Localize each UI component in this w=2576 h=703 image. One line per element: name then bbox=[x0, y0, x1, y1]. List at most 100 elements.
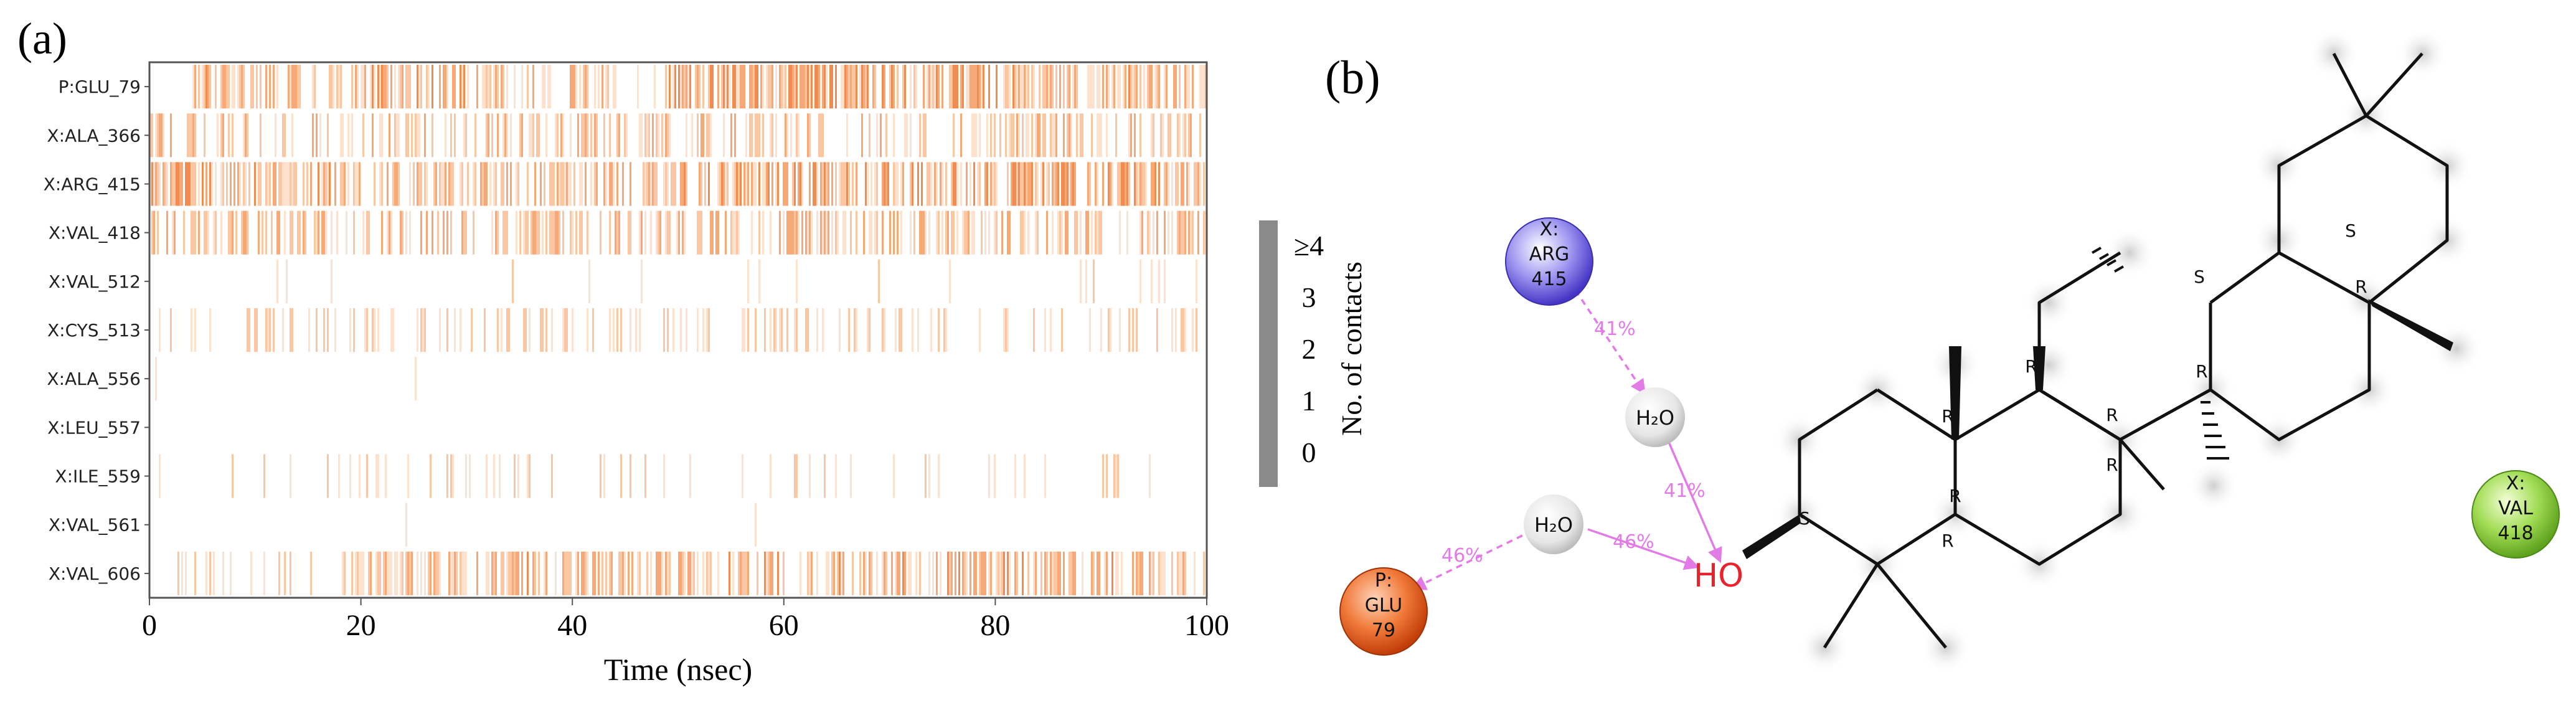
contact-mark bbox=[702, 113, 704, 158]
contact-mark bbox=[594, 162, 596, 206]
contact-mark bbox=[650, 210, 652, 255]
contact-mark bbox=[1197, 162, 1199, 206]
contact-mark bbox=[1108, 65, 1110, 109]
contact-mark bbox=[1181, 308, 1182, 352]
contact-mark bbox=[988, 65, 990, 109]
contact-mark bbox=[669, 551, 671, 595]
contact-mark bbox=[1063, 551, 1065, 595]
contact-mark bbox=[644, 454, 646, 498]
contact-mark bbox=[1106, 113, 1108, 158]
contact-mark bbox=[811, 551, 813, 595]
contact-mark bbox=[1003, 65, 1005, 109]
contact-mark bbox=[1194, 551, 1196, 595]
contact-mark bbox=[770, 308, 771, 352]
contact-mark bbox=[783, 65, 785, 109]
contact-mark bbox=[592, 551, 594, 595]
contact-mark bbox=[719, 162, 721, 206]
contact-mark bbox=[265, 65, 267, 109]
contact-mark bbox=[1136, 162, 1138, 206]
contact-mark bbox=[587, 210, 588, 255]
contact-mark bbox=[630, 210, 631, 255]
contact-mark bbox=[170, 162, 172, 206]
contact-mark bbox=[1082, 113, 1083, 158]
contact-mark bbox=[1188, 113, 1190, 158]
contact-mark bbox=[1020, 162, 1022, 206]
contact-mark bbox=[654, 65, 656, 109]
contact-mark bbox=[964, 551, 966, 595]
contact-mark bbox=[424, 162, 426, 206]
contact-mark bbox=[646, 551, 648, 595]
contact-mark bbox=[742, 454, 743, 498]
contact-mark bbox=[501, 308, 502, 352]
contact-mark bbox=[473, 162, 474, 206]
contact-mark bbox=[779, 210, 781, 255]
contact-mark bbox=[794, 65, 796, 109]
contact-mark bbox=[372, 113, 374, 158]
contact-mark bbox=[587, 113, 588, 158]
contact-mark bbox=[1106, 65, 1108, 109]
contact-mark bbox=[706, 113, 708, 158]
contact-mark bbox=[534, 162, 536, 206]
contact-mark bbox=[1184, 210, 1186, 255]
contact-mark bbox=[1179, 210, 1181, 255]
contact-mark bbox=[742, 551, 743, 595]
hash-bonds bbox=[2092, 247, 2229, 460]
contact-mark bbox=[189, 162, 191, 206]
contact-mark bbox=[170, 308, 172, 352]
contact-mark bbox=[1102, 162, 1104, 206]
contact-mark bbox=[245, 162, 247, 206]
contact-mark bbox=[842, 210, 844, 255]
contact-mark bbox=[405, 113, 407, 158]
contact-mark bbox=[880, 113, 882, 158]
contact-mark bbox=[1196, 308, 1197, 352]
contact-mark bbox=[900, 308, 902, 352]
contact-mark bbox=[682, 162, 684, 206]
contact-mark bbox=[927, 65, 928, 109]
contact-mark bbox=[432, 113, 433, 158]
contact-mark bbox=[383, 551, 385, 595]
contact-mark bbox=[308, 308, 310, 352]
contact-mark bbox=[258, 162, 260, 206]
contact-mark bbox=[450, 454, 452, 498]
contact-mark bbox=[437, 210, 439, 255]
contact-mark bbox=[738, 65, 740, 109]
contact-mark bbox=[992, 162, 994, 206]
contact-mark bbox=[534, 210, 536, 255]
contact-mark bbox=[551, 210, 553, 255]
contact-mark bbox=[361, 551, 362, 595]
contact-mark bbox=[316, 113, 318, 158]
contact-mark bbox=[970, 162, 971, 206]
contact-mark bbox=[1199, 113, 1201, 158]
contact-mark bbox=[678, 65, 680, 109]
contact-mark bbox=[428, 65, 430, 109]
contact-mark bbox=[424, 551, 426, 595]
contact-mark bbox=[1119, 162, 1121, 206]
contact-mark bbox=[353, 308, 355, 352]
contact-mark bbox=[278, 210, 280, 255]
contact-mark bbox=[835, 454, 837, 498]
contact-mark bbox=[1149, 551, 1151, 595]
contact-mark bbox=[226, 65, 228, 109]
contact-mark bbox=[865, 65, 867, 109]
contact-mark bbox=[396, 113, 398, 158]
contact-mark bbox=[979, 162, 981, 206]
contact-mark bbox=[379, 162, 381, 206]
contact-mark bbox=[951, 65, 953, 109]
stereo-label: S bbox=[2194, 267, 2205, 287]
contact-mark bbox=[611, 162, 613, 206]
contact-mark bbox=[1203, 65, 1205, 109]
contact-mark bbox=[243, 113, 245, 158]
contact-mark bbox=[755, 162, 757, 206]
contact-mark bbox=[981, 210, 983, 255]
contact-mark bbox=[1069, 551, 1070, 595]
contact-mark bbox=[1164, 162, 1166, 206]
contact-mark bbox=[385, 454, 387, 498]
contact-mark bbox=[232, 454, 234, 498]
contact-mark bbox=[786, 308, 788, 352]
contact-mark bbox=[482, 65, 484, 109]
contact-mark bbox=[1121, 551, 1123, 595]
contact-mark bbox=[192, 162, 194, 206]
contact-mark bbox=[643, 162, 644, 206]
contact-mark bbox=[220, 65, 222, 109]
contact-mark bbox=[519, 113, 521, 158]
